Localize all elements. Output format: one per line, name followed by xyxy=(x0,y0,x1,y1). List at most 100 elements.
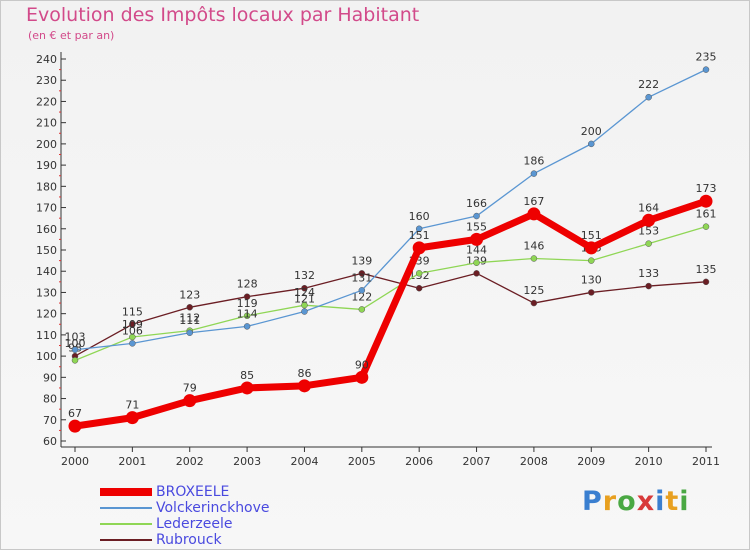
legend-swatch xyxy=(100,488,152,496)
data-point-volckerinckhove xyxy=(301,308,308,315)
y-tick-label: 150 xyxy=(36,244,57,257)
data-point-volckerinckhove xyxy=(645,93,652,101)
data-point-volckerinckhove xyxy=(530,170,538,177)
data-label-volckerinckhove: 200 xyxy=(581,125,602,138)
data-label-lederzeele: 124 xyxy=(294,286,315,299)
legend-label: Volckerinckhove xyxy=(156,500,270,516)
data-label-rubrouck: 125 xyxy=(523,284,544,297)
x-tick-label: 2006 xyxy=(405,455,433,468)
chart-subtitle: (en € et par an) xyxy=(28,29,115,42)
data-label-broxeele: 164 xyxy=(638,201,659,214)
data-label-volckerinckhove: 111 xyxy=(179,314,200,327)
data-point-broxeele xyxy=(412,241,426,255)
data-point-lederzeele xyxy=(645,240,652,247)
legend-label: BROXEELE xyxy=(156,484,230,500)
legend-item-lederzeele: Lederzeele xyxy=(100,516,270,532)
data-label-volckerinckhove: 160 xyxy=(409,210,430,223)
data-label-lederzeele: 144 xyxy=(466,244,487,257)
legend-swatch xyxy=(100,539,152,541)
data-point-rubrouck xyxy=(588,289,595,296)
data-label-broxeele: 67 xyxy=(68,407,82,420)
y-tick-label: 120 xyxy=(36,308,57,321)
data-point-volckerinckhove xyxy=(243,323,251,330)
data-point-broxeele xyxy=(125,411,139,425)
data-label-rubrouck: 139 xyxy=(351,254,372,267)
y-tick-label: 140 xyxy=(36,265,57,278)
legend-item-volckerinckhove: Volckerinckhove xyxy=(100,500,270,516)
y-tick-label: 70 xyxy=(43,414,57,427)
data-label-lederzeele: 109 xyxy=(122,318,143,331)
data-point-lederzeele xyxy=(301,301,308,309)
x-tick-label: 2003 xyxy=(233,455,261,468)
legend-swatch xyxy=(100,507,152,509)
data-point-broxeele xyxy=(584,241,598,255)
x-tick-label: 2007 xyxy=(463,455,491,468)
data-point-rubrouck xyxy=(129,321,136,328)
y-tick-label: 130 xyxy=(36,286,57,299)
data-point-volckerinckhove xyxy=(702,66,710,73)
series-line-volckerinckhove xyxy=(74,68,707,351)
y-tick-label: 80 xyxy=(43,393,57,406)
data-label-lederzeele: 153 xyxy=(638,225,659,238)
data-point-lederzeele xyxy=(358,306,366,313)
y-tick-label: 100 xyxy=(36,350,57,363)
data-label-volckerinckhove: 114 xyxy=(237,307,258,320)
y-tick-label: 170 xyxy=(36,202,57,215)
data-label-broxeele: 155 xyxy=(466,220,487,233)
data-label-lederzeele: 122 xyxy=(351,290,372,303)
x-tick-label: 2009 xyxy=(577,455,605,468)
data-point-broxeele xyxy=(527,207,541,221)
data-label-rubrouck: 123 xyxy=(179,288,200,301)
y-tick-label: 190 xyxy=(36,159,57,172)
legend-item-rubrouck: Rubrouck xyxy=(100,532,270,548)
y-tick-label: 240 xyxy=(36,53,57,66)
data-point-volckerinckhove xyxy=(415,225,423,233)
x-tick-label: 2005 xyxy=(348,455,376,468)
data-label-rubrouck: 100 xyxy=(65,337,86,350)
data-label-rubrouck: 133 xyxy=(638,267,659,280)
legend: BROXEELE Volckerinckhove Lederzeele Rubrouc… xyxy=(100,484,270,548)
data-label-lederzeele: 146 xyxy=(523,239,544,252)
y-tick-label: 230 xyxy=(36,74,57,87)
data-label-broxeele: 151 xyxy=(409,229,430,242)
data-point-broxeele xyxy=(642,213,656,227)
data-point-lederzeele xyxy=(129,333,136,341)
legend-label: Lederzeele xyxy=(156,516,233,532)
data-point-rubrouck xyxy=(186,304,193,311)
x-tick-label: 2002 xyxy=(176,455,204,468)
data-label-broxeele: 86 xyxy=(297,367,311,380)
data-label-broxeele: 85 xyxy=(240,369,254,382)
x-tick-label: 2010 xyxy=(635,455,663,468)
data-point-lederzeele xyxy=(71,357,79,364)
data-label-rubrouck: 128 xyxy=(237,278,258,291)
y-tick-label: 110 xyxy=(36,329,57,342)
data-label-volckerinckhove: 222 xyxy=(638,78,659,91)
y-tick-label: 160 xyxy=(36,223,57,236)
data-label-volckerinckhove: 121 xyxy=(294,293,315,306)
data-label-volckerinckhove: 131 xyxy=(351,271,372,284)
series-line-broxeele xyxy=(71,197,710,430)
data-point-lederzeele xyxy=(588,257,595,264)
data-label-broxeele: 167 xyxy=(523,195,544,208)
data-label-broxeele: 173 xyxy=(696,182,717,195)
data-point-rubrouck xyxy=(243,293,251,300)
chart-title: Evolution des Impôts locaux par Habitant xyxy=(26,4,420,26)
data-label-lederzeele: 112 xyxy=(179,312,200,325)
data-point-lederzeele xyxy=(530,255,538,262)
data-point-rubrouck xyxy=(415,284,423,292)
data-point-broxeele xyxy=(68,419,82,433)
data-label-rubrouck: 132 xyxy=(294,269,315,282)
data-point-lederzeele xyxy=(243,312,251,320)
data-point-rubrouck xyxy=(301,284,308,292)
data-point-rubrouck xyxy=(473,270,480,277)
x-tick-label: 2000 xyxy=(61,455,89,468)
y-tick-label: 90 xyxy=(43,371,57,384)
data-label-rubrouck: 135 xyxy=(696,263,717,276)
series-line-rubrouck xyxy=(74,272,707,357)
data-point-broxeele xyxy=(470,232,484,246)
y-tick-label: 180 xyxy=(36,180,57,193)
data-point-rubrouck xyxy=(645,282,652,290)
data-label-volckerinckhove: 186 xyxy=(523,155,544,168)
data-label-broxeele: 90 xyxy=(355,358,369,371)
data-point-volckerinckhove xyxy=(186,329,193,337)
